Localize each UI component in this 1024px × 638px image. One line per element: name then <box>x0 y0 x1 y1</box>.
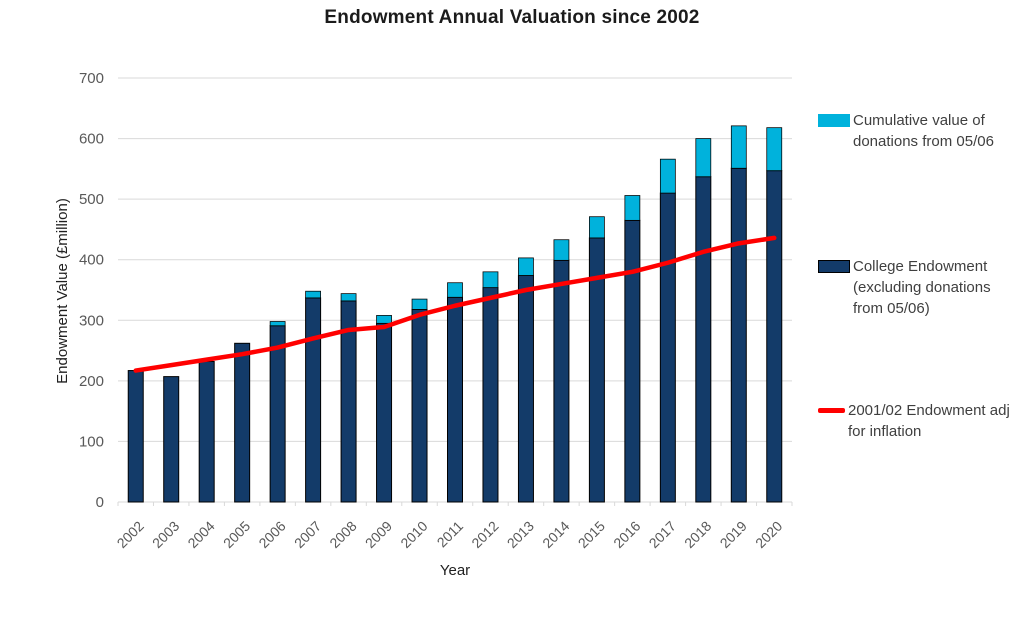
legend-item-college-endowment: College Endowment (excluding donations f… <box>818 256 1017 319</box>
bar-donations-2014 <box>553 239 570 261</box>
y-axis-title: Endowment Value (£million) <box>54 198 71 384</box>
x-axis-title: Year <box>439 562 471 579</box>
bar-donations-2020 <box>766 127 783 172</box>
bar-donations-2012 <box>482 271 499 288</box>
x-tick-label-2007: 2007 <box>291 518 324 551</box>
x-tick-label-2015: 2015 <box>575 518 608 551</box>
x-tick-label-2002: 2002 <box>114 518 147 551</box>
x-tick-label-2019: 2019 <box>717 518 750 551</box>
bar-college-2002 <box>127 370 144 503</box>
x-tick-label-2004: 2004 <box>184 518 217 551</box>
x-tick-label-2014: 2014 <box>539 518 572 551</box>
x-tick-label-2012: 2012 <box>468 518 501 551</box>
bar-donations-2019 <box>730 125 747 169</box>
legend-label-donations: Cumulative value of donations from 05/06 <box>853 112 994 150</box>
y-tick-label-600: 600 <box>79 131 104 148</box>
x-tick-label-2013: 2013 <box>504 518 537 551</box>
bar-donations-2010 <box>411 298 428 310</box>
x-tick-label-2006: 2006 <box>255 518 288 551</box>
x-tick-label-2009: 2009 <box>362 518 395 551</box>
bar-college-2009 <box>376 322 393 503</box>
bar-donations-2017 <box>659 158 676 194</box>
legend-label-inflation-line: 2001/02 Endowment adj for inflation <box>848 402 1010 440</box>
bar-college-2018 <box>695 176 712 503</box>
x-tick-label-2008: 2008 <box>326 518 359 551</box>
chart-title: Endowment Annual Valuation since 2002 <box>324 7 700 28</box>
bar-college-2019 <box>730 167 747 503</box>
bar-college-2013 <box>517 274 534 503</box>
bar-donations-2015 <box>589 216 605 239</box>
bar-donations-2009 <box>376 315 392 324</box>
bar-college-2005 <box>234 342 251 503</box>
bar-college-2020 <box>766 170 783 503</box>
x-tick-label-2016: 2016 <box>610 518 643 551</box>
x-tick-label-2020: 2020 <box>752 518 785 551</box>
bar-college-2012 <box>482 287 499 503</box>
y-tick-label-700: 700 <box>79 70 104 87</box>
bar-college-2006 <box>269 325 286 503</box>
college-endowment-swatch-icon <box>818 260 850 273</box>
x-tick-label-2005: 2005 <box>220 518 253 551</box>
inflation-line-swatch-icon <box>818 408 845 413</box>
legend: Cumulative value of donations from 05/06… <box>818 0 1018 638</box>
x-tick-label-2010: 2010 <box>397 518 430 551</box>
bar-college-2014 <box>553 259 570 503</box>
bar-college-2017 <box>659 192 676 503</box>
bar-donations-2016 <box>624 195 641 221</box>
donations-swatch-icon <box>818 114 850 127</box>
legend-item-donations: Cumulative value of donations from 05/06 <box>818 110 1017 152</box>
legend-label-college-endowment: College Endowment (excluding donations f… <box>853 258 991 317</box>
bar-donations-2006 <box>269 321 286 327</box>
bar-college-2016 <box>624 219 641 503</box>
y-tick-label-300: 300 <box>79 312 104 329</box>
x-tick-label-2018: 2018 <box>681 518 714 551</box>
bar-college-2010 <box>411 308 428 503</box>
x-tick-label-2003: 2003 <box>149 518 182 551</box>
bar-college-2004 <box>198 360 215 503</box>
bar-donations-2007 <box>305 290 321 299</box>
bar-college-2011 <box>447 296 463 503</box>
inflation-line <box>133 235 777 373</box>
legend-item-inflation-line: 2001/02 Endowment adj for inflation <box>818 400 1012 442</box>
y-tick-label-500: 500 <box>79 191 104 208</box>
x-tick-label-2011: 2011 <box>434 518 467 551</box>
bar-college-2003 <box>163 376 180 503</box>
bar-college-2007 <box>305 297 322 503</box>
x-tick-label-2017: 2017 <box>646 518 679 551</box>
bar-donations-2008 <box>340 293 357 302</box>
y-tick-label-100: 100 <box>79 433 104 450</box>
bar-donations-2011 <box>447 282 463 298</box>
bar-donations-2013 <box>518 257 534 276</box>
y-tick-label-400: 400 <box>79 252 104 269</box>
y-tick-label-0: 0 <box>96 494 104 511</box>
y-tick-label-200: 200 <box>79 373 104 390</box>
bar-donations-2018 <box>695 138 712 178</box>
